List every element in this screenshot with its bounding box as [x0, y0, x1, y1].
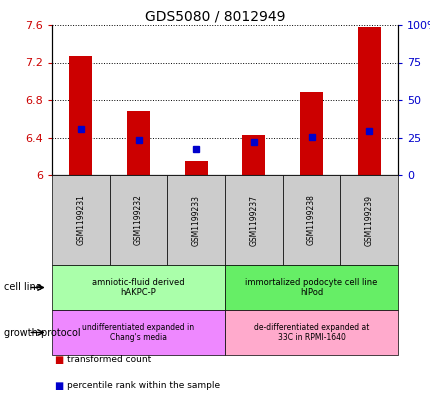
- Text: GSM1199237: GSM1199237: [249, 195, 258, 246]
- Text: transformed count: transformed count: [67, 356, 151, 364]
- Text: undifferentiated expanded in
Chang's media: undifferentiated expanded in Chang's med…: [82, 323, 194, 342]
- Bar: [127, 111, 150, 175]
- Text: GDS5080 / 8012949: GDS5080 / 8012949: [145, 10, 285, 24]
- Text: GSM1199232: GSM1199232: [134, 195, 143, 246]
- Text: percentile rank within the sample: percentile rank within the sample: [67, 381, 220, 390]
- Text: immortalized podocyte cell line
hIPod: immortalized podocyte cell line hIPod: [245, 278, 377, 297]
- Text: cell line: cell line: [4, 283, 42, 292]
- Text: GSM1199231: GSM1199231: [76, 195, 85, 246]
- Text: GSM1199238: GSM1199238: [306, 195, 315, 246]
- Text: GSM1199239: GSM1199239: [364, 195, 373, 246]
- Text: amniotic-fluid derived
hAKPC-P: amniotic-fluid derived hAKPC-P: [92, 278, 184, 297]
- Bar: [357, 27, 380, 175]
- Bar: [242, 135, 265, 175]
- Bar: [299, 92, 322, 175]
- Text: de-differentiated expanded at
33C in RPMI-1640: de-differentiated expanded at 33C in RPM…: [253, 323, 369, 342]
- Bar: [184, 161, 207, 175]
- Text: ■: ■: [54, 355, 63, 365]
- Text: ■: ■: [54, 380, 63, 391]
- Text: GSM1199233: GSM1199233: [191, 195, 200, 246]
- Text: growth protocol: growth protocol: [4, 327, 81, 338]
- Bar: [69, 56, 92, 175]
